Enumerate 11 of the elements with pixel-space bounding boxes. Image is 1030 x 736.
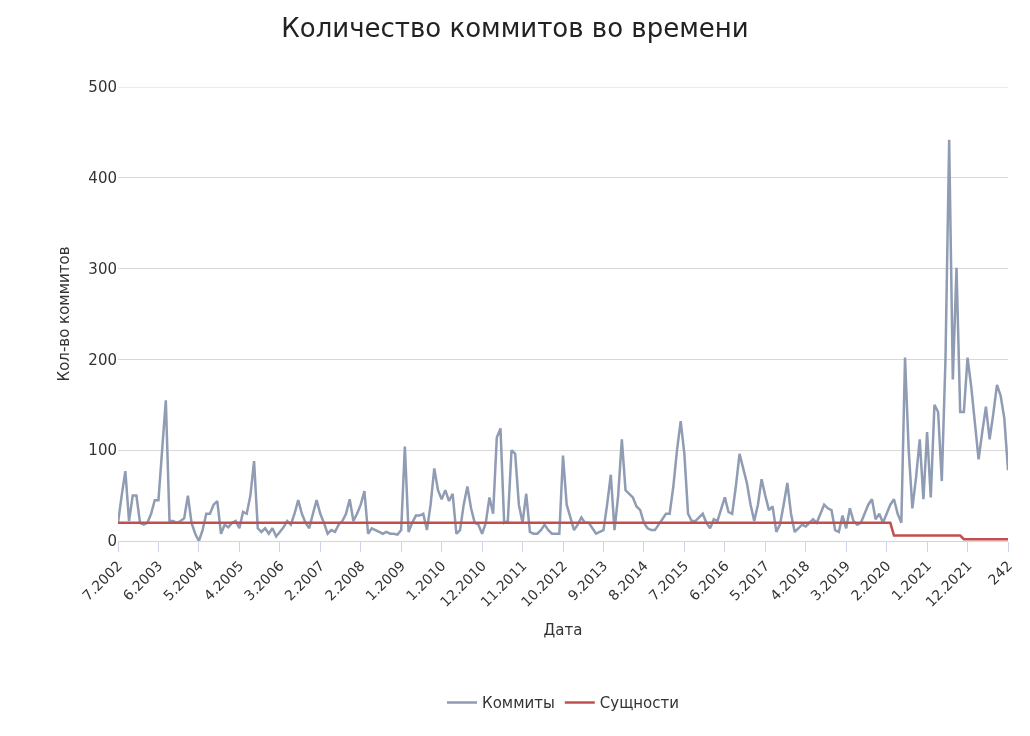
y-tick-label: 300 [88, 259, 117, 278]
y-axis-title: Кол-во коммитов [54, 246, 73, 382]
y-tick-label: 500 [88, 78, 117, 97]
chart-title: Количество коммитов во времени [281, 12, 749, 43]
y-tick-label: 200 [88, 350, 117, 369]
y-tick-label: 100 [88, 441, 117, 460]
y-tick-label: 400 [88, 169, 117, 188]
legend-label: Сущности [599, 694, 679, 713]
y-tick-label: 0 [107, 532, 117, 551]
legend-label: Коммиты [482, 694, 555, 713]
x-axis-title: Дата [543, 620, 583, 639]
